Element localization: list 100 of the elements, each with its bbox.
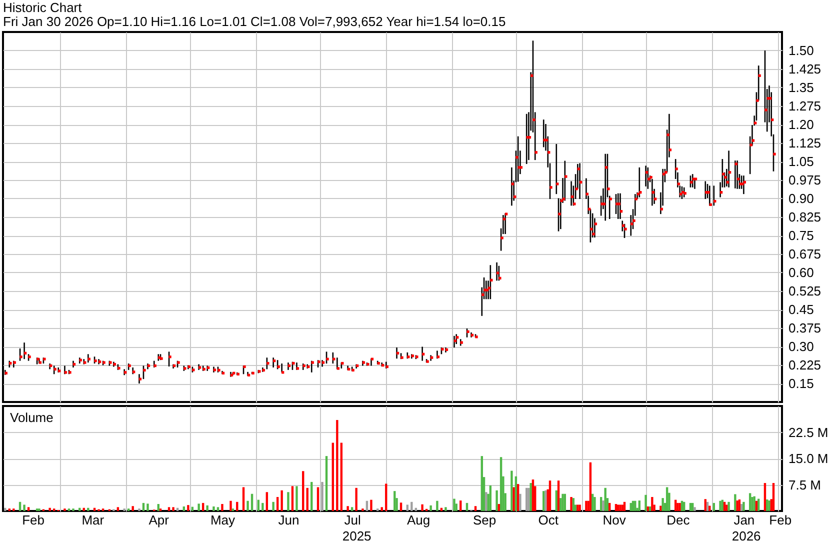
bar (525, 488, 528, 511)
bar (266, 492, 268, 511)
bar (276, 497, 279, 511)
x-tick-label: May (210, 512, 236, 528)
bar (617, 504, 620, 511)
bar (623, 502, 626, 511)
bar (291, 486, 294, 511)
x-tick-label: Jul (344, 512, 361, 528)
bar (296, 486, 298, 511)
bar (496, 490, 498, 511)
bar (48, 508, 51, 511)
bar (460, 500, 462, 511)
bar (532, 480, 534, 511)
bar (332, 442, 334, 511)
bar (706, 502, 709, 511)
bar (514, 476, 518, 511)
bar (236, 502, 238, 511)
x-tick-label: Nov (602, 512, 626, 528)
bar (498, 504, 500, 511)
x-tick-label: Oct (538, 512, 559, 528)
bar (528, 488, 530, 511)
x-tick-label: Jan (734, 512, 755, 528)
bar (146, 504, 149, 511)
bar (410, 502, 413, 511)
bar (570, 497, 572, 511)
bar (572, 498, 575, 511)
bar (562, 494, 564, 511)
bar (723, 502, 726, 511)
y-tick-label: 1.50 (788, 43, 814, 58)
bar (325, 456, 328, 511)
bar (157, 504, 160, 511)
y-tick-label: 15.0 M (788, 451, 828, 466)
bar (619, 504, 622, 511)
bar (516, 484, 520, 511)
bar (594, 497, 596, 511)
bar (466, 502, 468, 511)
bar (728, 502, 730, 511)
bar (689, 502, 692, 511)
bar (740, 504, 743, 511)
bar (350, 507, 354, 511)
bar (753, 496, 756, 511)
y-tick-label: 0.45 (788, 302, 814, 317)
y-tick-label: 0.675 (788, 246, 822, 262)
bar (608, 502, 611, 511)
x-tick-label: Feb (769, 512, 792, 528)
chart-title: Volume (10, 410, 54, 425)
x2-tick-label: 2025 (342, 528, 372, 543)
y-tick-label: 0.525 (788, 284, 822, 298)
bar (560, 498, 562, 511)
bar (355, 488, 358, 511)
y-tick-label: 0.225 (788, 358, 822, 372)
bar (400, 502, 402, 511)
bar (694, 507, 696, 511)
bar (589, 462, 592, 511)
bar (221, 504, 224, 511)
bar (510, 470, 513, 511)
bar (23, 504, 26, 511)
bar (772, 483, 775, 511)
bar (519, 494, 522, 511)
y-tick-label: 0.75 (788, 228, 814, 243)
bar (585, 500, 588, 511)
bar (370, 500, 372, 511)
x-tick-label: Dec (666, 512, 690, 528)
bar (692, 502, 694, 511)
bar (712, 502, 715, 511)
bar (738, 499, 741, 511)
bar (385, 484, 388, 511)
bar (555, 490, 558, 511)
bar (366, 500, 368, 511)
y-tick-label: 7.5 M (788, 477, 822, 492)
bar (346, 506, 349, 511)
bar (336, 420, 338, 511)
y-tick-label: 1.05 (788, 154, 814, 169)
bar (206, 505, 208, 511)
y-tick-label: 0.90 (788, 191, 814, 206)
bar (591, 494, 594, 511)
bar (704, 499, 706, 511)
bar (634, 500, 636, 511)
bar (230, 500, 232, 511)
bar (578, 504, 581, 511)
bar (734, 494, 736, 511)
bar (187, 505, 190, 511)
bar (678, 502, 681, 511)
bar (212, 506, 215, 511)
bar (272, 502, 274, 511)
bar (216, 507, 220, 511)
y-tick-label: 0.375 (788, 320, 822, 336)
bar (340, 442, 343, 511)
bar (172, 507, 174, 511)
y-tick-label: 1.425 (788, 62, 822, 76)
bar (621, 504, 624, 511)
bar (748, 493, 752, 511)
y-tick-label: 1.125 (788, 136, 822, 150)
bar (726, 504, 728, 511)
bar (600, 497, 602, 511)
bar (421, 504, 424, 511)
bar (287, 492, 290, 511)
bar (614, 504, 618, 511)
bar (310, 482, 313, 511)
bar (406, 504, 408, 511)
